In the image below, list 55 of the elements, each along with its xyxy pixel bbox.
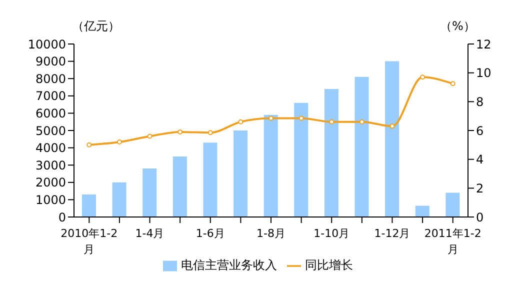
bar (203, 142, 218, 217)
bar (385, 61, 400, 217)
bar (172, 156, 187, 217)
y2-tick-label: 12 (476, 37, 492, 52)
point (390, 124, 395, 129)
x-tick-label: 1-8月 (256, 227, 286, 240)
x-tick-label: 1-10月 (314, 227, 350, 240)
point (450, 81, 456, 86)
point (86, 142, 92, 148)
x-tick-label: 1-6月 (196, 227, 225, 240)
bar (142, 168, 157, 217)
y-tick-label: 3000 (35, 158, 66, 172)
point (268, 116, 274, 121)
point (147, 134, 152, 139)
y-tick-label: 7000 (35, 89, 66, 104)
y-axis-title: （亿元） (72, 18, 120, 35)
y-tick-label: 2000 (35, 176, 66, 190)
y2-tick-label: 10 (476, 66, 492, 80)
y-tick-label: 4000 (35, 141, 66, 156)
point (298, 116, 304, 121)
y2-tick-label: 2 (476, 181, 484, 196)
y2-tick-label: 0 (476, 210, 484, 224)
legend-label: 同比增长 (305, 258, 353, 272)
x-tick-label: 1-4月 (135, 227, 164, 240)
bar (264, 114, 278, 217)
point (208, 130, 213, 136)
point (238, 119, 244, 124)
x-tick-label: 2011年1-2月 (424, 227, 482, 256)
point (178, 129, 183, 134)
x-tick-label: 2010年1-2月 (60, 227, 118, 256)
point (359, 119, 364, 124)
point (116, 140, 122, 145)
bar (82, 194, 96, 217)
y2-tick-label: 4 (476, 152, 484, 167)
bar (234, 130, 248, 217)
bar (294, 102, 308, 217)
y-tick-label: 1000 (35, 192, 66, 207)
y2-axis-title: （%） (440, 18, 476, 35)
y2-tick-label: 8 (476, 94, 484, 109)
y-tick-label: 6000 (35, 106, 66, 120)
point (329, 119, 334, 124)
legend-label: 电信主营业务收入 (181, 258, 277, 272)
y-tick-label: 0 (58, 210, 66, 224)
bar (354, 76, 369, 217)
y-tick-label: 9000 (35, 54, 66, 69)
y-tick-label: 10000 (28, 37, 66, 52)
bar (112, 182, 126, 217)
y-tick-label: 8000 (35, 72, 66, 86)
bar (324, 88, 338, 217)
bar (446, 192, 460, 217)
x-tick-label: 1-12月 (374, 227, 410, 240)
y2-tick-label: 6 (476, 124, 484, 138)
point (420, 74, 426, 80)
bar (415, 206, 430, 217)
y-tick-label: 5000 (35, 124, 66, 138)
